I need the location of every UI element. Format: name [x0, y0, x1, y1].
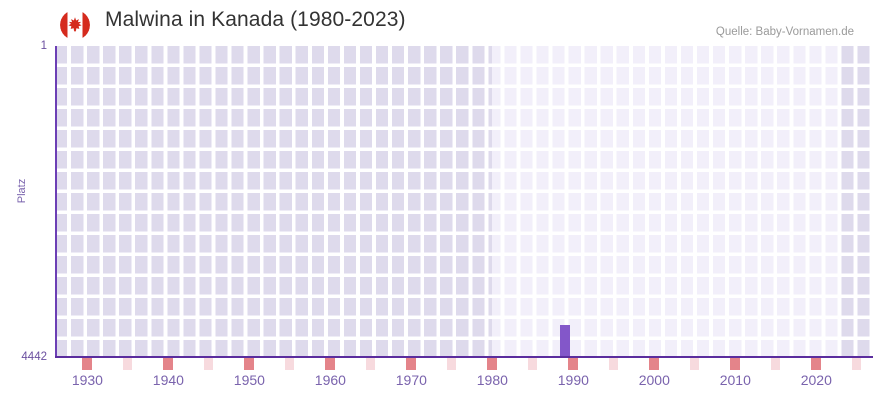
x-tick-marker [204, 358, 214, 370]
x-tick-marker [447, 358, 457, 370]
source-attribution: Quelle: Baby-Vornamen.de [715, 26, 854, 38]
background-band [840, 46, 873, 358]
x-tick-marker [771, 358, 781, 370]
x-axis-label-1930: 1930 [71, 372, 103, 388]
x-axis-label-2000: 2000 [638, 372, 670, 388]
x-tick-marker [649, 358, 660, 370]
x-tick-marker [82, 358, 93, 370]
x-tick-marker [690, 358, 700, 370]
y-axis-title: Platz [16, 178, 28, 204]
y-axis-top-label: 1 [40, 40, 47, 52]
x-tick-marker [163, 358, 174, 370]
x-tick-marker [366, 358, 376, 370]
x-tick-marker [325, 358, 336, 370]
x-axis-line [55, 356, 873, 358]
y-axis-bottom-label: 4442 [21, 351, 47, 363]
x-axis-label-2010: 2010 [719, 372, 751, 388]
y-axis-line [55, 46, 57, 358]
x-axis-label-1990: 1990 [557, 372, 589, 388]
x-tick-marker [811, 358, 822, 370]
x-axis-label-1950: 1950 [233, 372, 265, 388]
x-tick-marker [285, 358, 295, 370]
x-axis-label-1970: 1970 [395, 372, 427, 388]
background-band [55, 46, 493, 358]
x-tick-marker [528, 358, 538, 370]
x-axis-label-1980: 1980 [476, 372, 508, 388]
background-band [492, 46, 841, 358]
bar-1989[interactable] [560, 325, 571, 356]
x-axis-label-1960: 1960 [314, 372, 346, 388]
page-title: Malwina in Kanada (1980-2023) [105, 8, 406, 31]
x-tick-marker [487, 358, 498, 370]
plot-area [55, 46, 873, 358]
chart-header: Malwina in Kanada (1980-2023) Quelle: Ba… [0, 0, 873, 46]
canada-flag-icon [60, 10, 90, 40]
x-axis-label-1940: 1940 [152, 372, 184, 388]
x-tick-marker [852, 358, 862, 370]
x-tick-marker [406, 358, 417, 370]
x-tick-marker [244, 358, 255, 370]
x-tick-marker [609, 358, 619, 370]
x-tick-marker [123, 358, 133, 370]
x-axis-label-2020: 2020 [800, 372, 832, 388]
x-tick-marker [730, 358, 741, 370]
x-tick-marker [568, 358, 579, 370]
